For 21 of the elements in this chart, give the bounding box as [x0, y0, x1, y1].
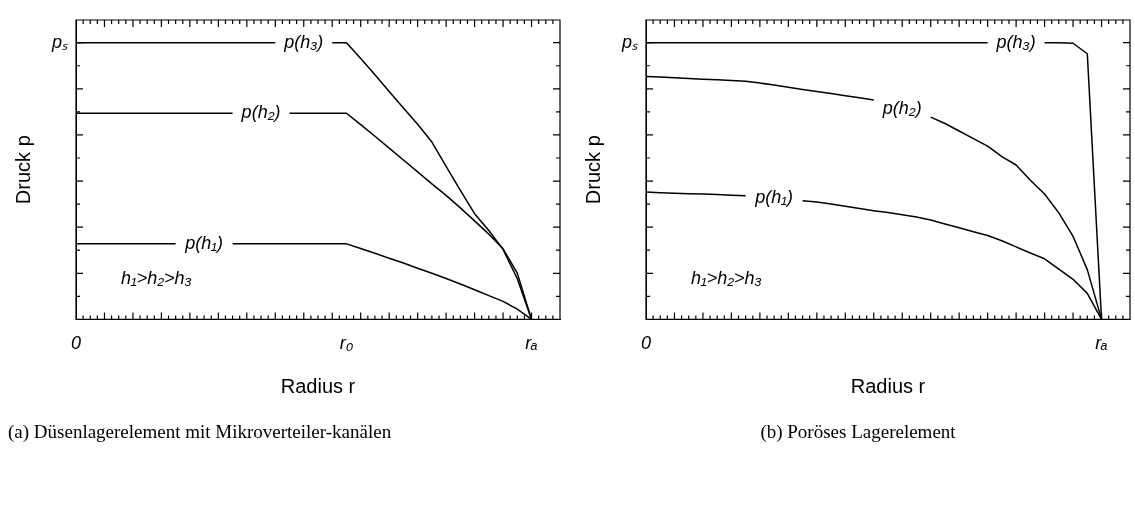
series-label: p(h₂) [881, 97, 922, 118]
x-tick-label: 0 [640, 333, 652, 354]
text: (b) Poröses Lagerelement [759, 421, 957, 443]
text: pₛ [620, 31, 638, 52]
text: (a) Düsenlagerelement mit Mikroverteiler-kanälen [8, 421, 393, 443]
x-axis-title: Radius r [280, 374, 356, 397]
series-label: p(h₁) [754, 187, 793, 208]
y-axis-title: Druck p [581, 135, 604, 205]
x-tick-label: r₀ [339, 333, 354, 354]
x-tick-label: rₐ [525, 333, 538, 354]
x-tick-label: rₐ [1095, 333, 1108, 354]
annotation: h₁>h₂>h₃ [121, 268, 192, 289]
annotation: h₁>h₂>h₃ [691, 268, 762, 289]
y-axis-title: Druck p [11, 135, 34, 205]
x-axis-title: Radius r [850, 374, 926, 397]
series-label: p(h₁) [184, 232, 223, 253]
legend-label: p(h₃) [995, 31, 1036, 52]
text: pₛ [50, 31, 68, 52]
x-tick-label: 0 [70, 333, 82, 354]
legend-label: p(h₃) [283, 31, 324, 52]
series-label: p(h₂) [240, 102, 281, 123]
